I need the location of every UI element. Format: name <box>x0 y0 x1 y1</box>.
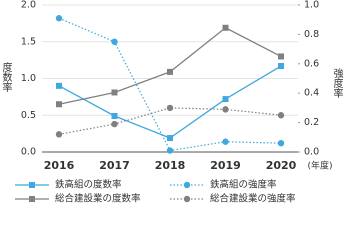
legend-label: 総合建設業の度数率 <box>55 193 141 205</box>
data-point <box>111 89 118 96</box>
chart: 度数率 強度率 (年度) 0.0 0.5 1.0 1.5 2.0 0.0 0.2 0.4 0.6… <box>0 0 343 205</box>
data-point <box>277 112 285 119</box>
y2-tick-label: 0.8 <box>304 29 319 40</box>
y2-tick-label: 0.2 <box>304 117 319 128</box>
x-tick-label: 2016 <box>44 159 75 172</box>
data-point <box>111 120 118 128</box>
y2-tick-label: 0.6 <box>304 58 319 69</box>
data-point <box>277 139 285 147</box>
x-tick-label: 2017 <box>99 159 130 172</box>
data-point <box>166 104 174 112</box>
x-tick-label: 2020 <box>266 159 297 172</box>
data-point <box>222 24 229 31</box>
x-tick-label: 2018 <box>155 159 186 172</box>
legend-label: 鉄高組の強度率 <box>210 179 277 191</box>
y-axis-title: 度数率 <box>0 61 12 93</box>
series-line <box>58 65 282 139</box>
data-point <box>166 147 174 154</box>
y-tick-label: 0.5 <box>21 110 36 121</box>
data-point <box>222 96 229 103</box>
data-point <box>55 131 63 138</box>
data-point <box>55 15 63 22</box>
data-point <box>278 53 284 60</box>
y-tick-label: 1.0 <box>21 73 36 84</box>
data-point <box>56 101 62 108</box>
legend-label: 鉄高組の度数率 <box>55 179 122 191</box>
y-tick-label: 1.5 <box>21 36 36 47</box>
y2-tick-label: 0.4 <box>304 88 319 99</box>
series-line <box>58 27 282 105</box>
data-point <box>111 112 118 119</box>
legend-marker <box>29 182 35 188</box>
y2-tick-label: 0.0 <box>304 147 319 158</box>
data-point <box>167 68 173 75</box>
data-point <box>278 63 284 70</box>
y2-tick-label: 1.0 <box>304 0 319 11</box>
legend-marker <box>183 181 191 189</box>
data-point <box>56 82 62 89</box>
y2-axis-title: 強度率 <box>331 67 343 99</box>
data-point <box>167 135 173 142</box>
legend-marker <box>183 195 191 203</box>
x-tick-label: 2019 <box>210 159 241 172</box>
series-line <box>58 107 282 135</box>
data-point <box>222 138 229 145</box>
series-line <box>58 17 282 152</box>
legend-label: 総合建設業の強度率 <box>210 193 296 205</box>
y-tick-label: 2.0 <box>21 0 36 11</box>
data-point <box>111 38 118 45</box>
data-point <box>222 106 229 113</box>
legend-marker <box>29 196 35 202</box>
x-unit: (年度) <box>307 160 332 172</box>
y-tick-label: 0.0 <box>21 147 36 158</box>
